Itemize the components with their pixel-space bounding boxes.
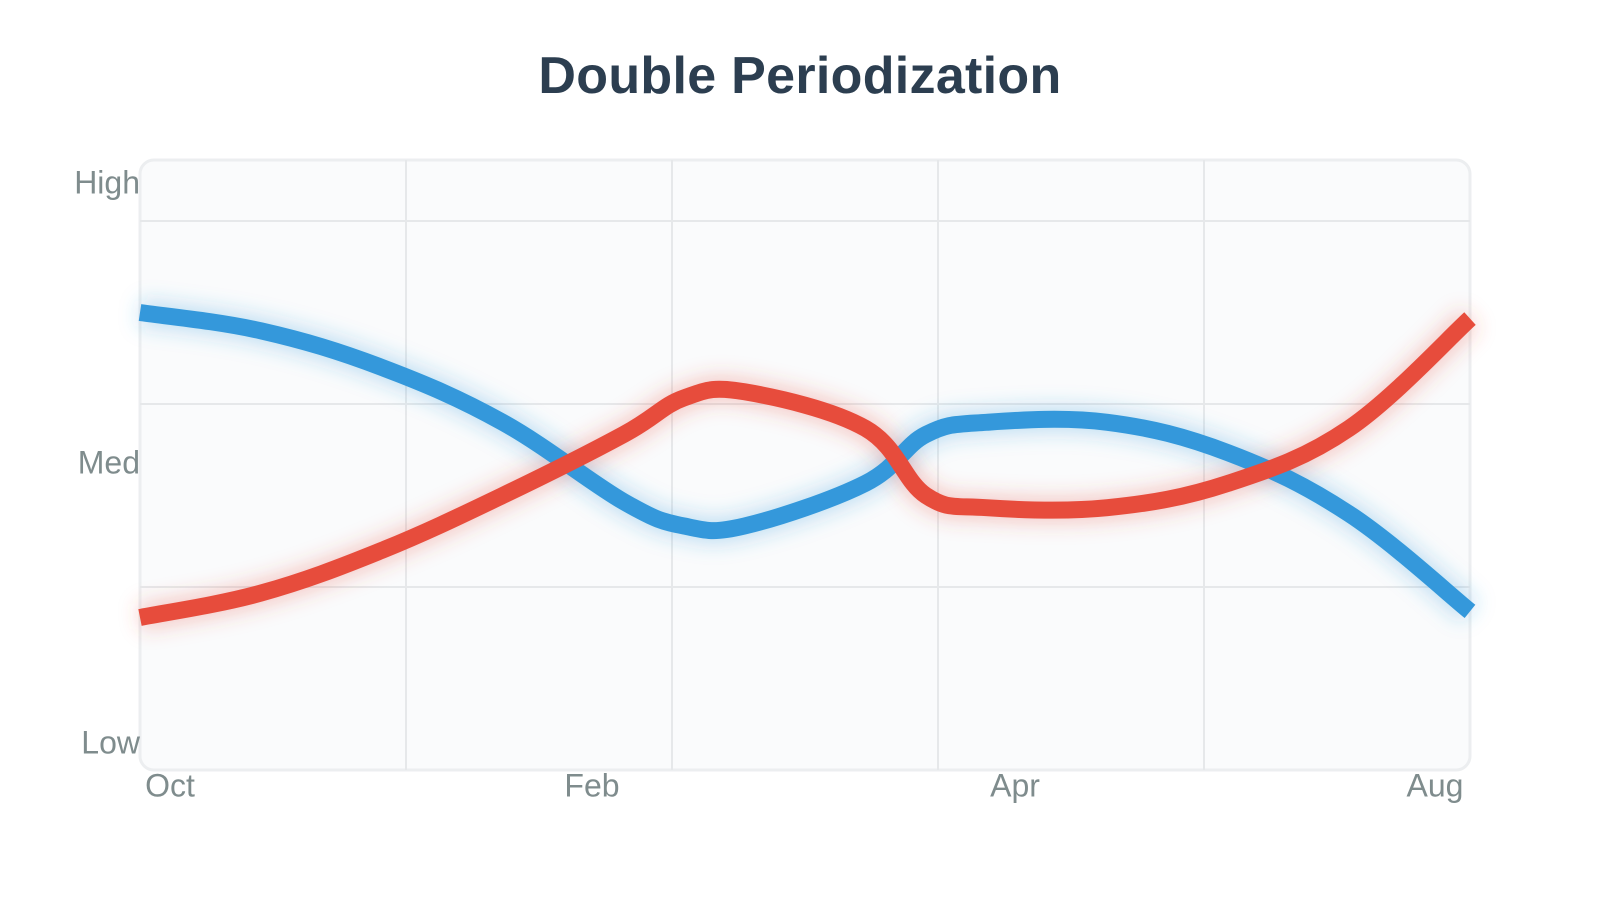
grid-lines bbox=[140, 160, 1470, 770]
x-tick-label: Apr bbox=[990, 767, 1040, 803]
series-line-volume bbox=[138, 304, 1476, 619]
chart-title: Double Periodization bbox=[538, 47, 1062, 105]
series-lines bbox=[138, 304, 1476, 626]
x-tick-label: Aug bbox=[1407, 767, 1464, 803]
y-tick-label: Med bbox=[78, 444, 140, 480]
y-tick-label: High bbox=[74, 164, 140, 200]
y-axis-ticks: High Med Low bbox=[74, 164, 141, 760]
series-line-intensity bbox=[138, 312, 1476, 626]
x-axis-ticks: Oct Feb Apr Aug bbox=[145, 767, 1463, 803]
y-tick-label: Low bbox=[81, 724, 141, 760]
plot-area bbox=[138, 158, 1472, 772]
x-tick-label: Feb bbox=[564, 767, 619, 803]
x-tick-label: Oct bbox=[145, 767, 195, 803]
